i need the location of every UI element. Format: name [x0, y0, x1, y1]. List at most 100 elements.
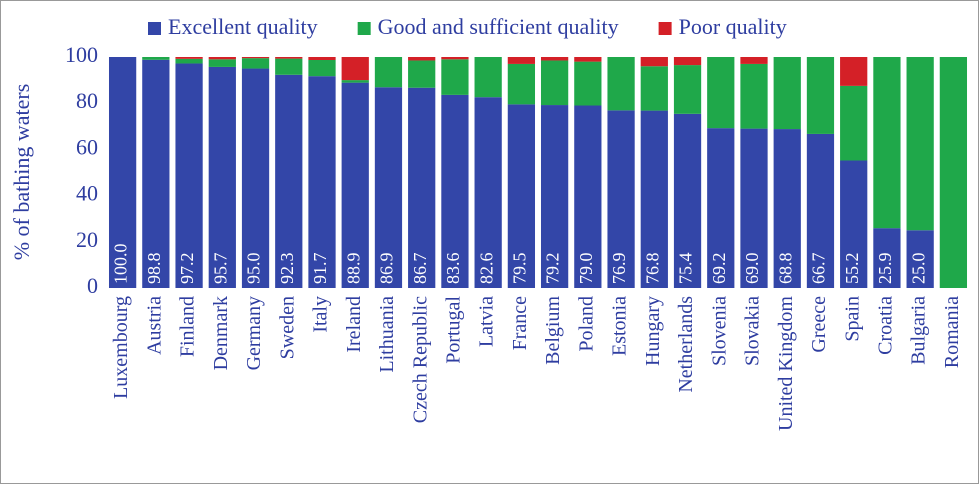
bar-segment	[740, 128, 768, 288]
bar-segment	[275, 58, 303, 75]
bar-segment	[673, 57, 702, 66]
value-label: 25.9	[875, 253, 895, 285]
value-label: 75.4	[676, 253, 696, 285]
value-label: 55.2	[842, 253, 862, 285]
bar-segment	[574, 57, 602, 62]
x-tick-label: Czech Republic	[409, 296, 431, 423]
bar-segment	[175, 63, 203, 288]
bar-segment	[241, 57, 270, 59]
value-label: 82.6	[476, 253, 496, 285]
bar-segment	[840, 85, 868, 161]
bar-segment	[474, 57, 502, 98]
bar-segment	[707, 57, 735, 129]
value-label: 100.0	[111, 244, 131, 285]
bar-segment	[607, 57, 635, 111]
legend-swatch	[148, 22, 161, 35]
bar-segment	[673, 113, 702, 289]
bar-segment	[906, 230, 934, 288]
bar-segment	[108, 57, 137, 288]
x-tick-label: Italy	[310, 296, 332, 333]
value-label: 86.7	[410, 253, 430, 285]
bar-segment	[873, 228, 901, 288]
bar-segment	[441, 59, 469, 95]
bar-segment	[707, 128, 735, 288]
x-tick-label: Finland	[177, 296, 199, 357]
bar-segment	[374, 87, 403, 288]
x-tick-label: Spain	[841, 296, 863, 342]
bar-segment	[939, 57, 968, 288]
legend-label: Good and sufficient quality	[378, 14, 619, 39]
value-label: 97.2	[177, 253, 197, 285]
y-tick-label: 60	[76, 134, 98, 159]
bar-segment	[408, 60, 436, 88]
bar-segment	[773, 57, 801, 130]
y-tick-label: 80	[76, 88, 98, 113]
y-tick-label: 100	[65, 42, 98, 67]
bar-segment	[208, 66, 236, 288]
value-label: 88.9	[343, 253, 363, 285]
bar-segment	[374, 57, 403, 88]
value-label: 66.7	[809, 253, 829, 285]
bar-segment	[308, 76, 336, 288]
bar-segment	[175, 58, 203, 64]
bar-segment	[640, 110, 668, 288]
bar-segment	[441, 94, 469, 288]
bar-segment	[341, 57, 369, 81]
x-tick-label: Germany	[243, 296, 265, 370]
x-tick-label: Portugal	[443, 296, 465, 364]
bar-segment	[142, 57, 170, 60]
x-tick-label: France	[509, 296, 531, 351]
bar-segment	[208, 59, 236, 67]
y-axis-label: % of bathing waters	[9, 84, 34, 261]
bar-segment	[873, 57, 901, 229]
value-label: 68.8	[775, 253, 795, 285]
bar-segment	[574, 105, 602, 288]
x-tick-label: Luxembourg	[110, 296, 132, 399]
value-label: 91.7	[310, 253, 330, 285]
bar-segment	[507, 63, 536, 105]
bar-segment	[740, 57, 768, 64]
bar-segment	[540, 60, 569, 106]
y-tick-label: 20	[76, 227, 98, 252]
y-tick-label: 0	[87, 273, 98, 298]
value-label: 25.0	[908, 253, 928, 285]
bar-segment	[640, 66, 668, 111]
value-label: 86.9	[377, 253, 397, 285]
x-tick-label: Hungary	[642, 296, 664, 366]
bar-segment	[740, 63, 768, 129]
bar-segment	[673, 65, 702, 114]
bar-segment	[607, 110, 635, 289]
bar-segment	[507, 104, 536, 288]
bar-segment	[408, 87, 436, 289]
x-tick-label: Lithuania	[376, 296, 398, 373]
value-label: 69.2	[709, 253, 729, 285]
legend-swatch	[658, 22, 672, 35]
x-tick-label: Bulgaria	[908, 296, 930, 365]
bar-segment	[241, 68, 270, 288]
x-tick-label: Netherlands	[675, 296, 697, 393]
bar-segment	[474, 97, 502, 288]
bar-segment	[208, 57, 236, 60]
x-tick-label: Denmark	[210, 296, 232, 370]
x-tick-label: Poland	[575, 296, 597, 352]
value-label: 95.7	[210, 253, 230, 285]
bar-segment	[840, 57, 868, 86]
value-label: 95.0	[244, 253, 264, 285]
value-label: 69.0	[742, 253, 762, 285]
x-tick-label: Croatia	[875, 296, 897, 355]
value-label: 79.2	[543, 253, 563, 285]
bar-segment	[341, 80, 369, 83]
bar-segment	[507, 57, 536, 64]
bar-segment	[275, 57, 303, 59]
value-label: 98.8	[144, 253, 164, 285]
bar-segment	[441, 57, 469, 60]
x-tick-label: Greece	[808, 296, 830, 353]
x-tick-label: Latvia	[476, 296, 498, 347]
x-tick-label: Ireland	[343, 296, 365, 353]
bar-segment	[308, 57, 336, 61]
y-tick-label: 40	[76, 181, 98, 206]
x-tick-label: Slovakia	[742, 296, 764, 366]
value-label: 76.8	[642, 253, 662, 285]
x-tick-label: Belgium	[542, 296, 564, 365]
